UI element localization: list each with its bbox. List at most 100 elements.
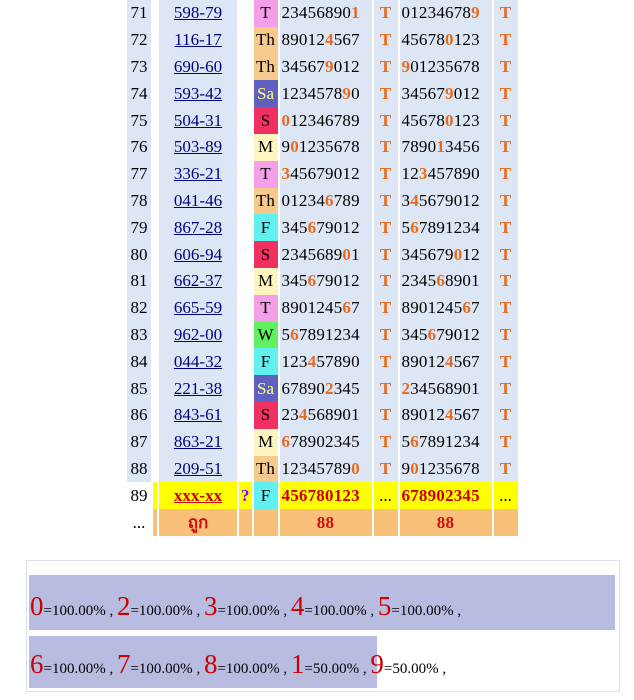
lotto-result-link[interactable]: 336-21 [173,164,223,184]
lotto-result-link[interactable]: 593-42 [173,83,223,103]
digit: 8 [401,351,411,371]
digit: 3 [298,351,308,371]
digit: 1 [445,217,454,237]
digit: 2 [290,351,299,371]
digit: 1 [462,83,472,103]
stats-highlight-band [29,636,377,688]
digit: 7 [316,56,326,76]
digit: 3 [316,137,326,157]
lotto-result-link[interactable]: 863-21 [173,432,223,452]
digit: 6 [445,3,454,23]
digit: 8 [325,405,334,425]
digit: 5 [418,83,428,103]
digit: 2 [351,56,360,76]
digit: 5 [445,56,454,76]
lotto-result-link[interactable]: 867-28 [173,217,223,237]
lotto-result-link[interactable]: 209-51 [173,458,223,478]
digit: 3 [342,324,352,344]
lotto-result-link[interactable]: 690-60 [173,56,223,76]
digit: 3 [471,30,480,50]
digit: 3 [401,244,411,264]
digit: 6 [427,244,437,264]
set-b-result: T [493,401,518,429]
row-number: 72 [127,26,151,54]
digit: 0 [453,190,463,210]
digit: 1 [427,405,437,425]
highlighted-digit: 0 [453,244,463,264]
digit: 9 [351,190,360,210]
highlighted-digit: 6 [410,432,419,452]
spacer [153,322,157,349]
row-number: 85 [127,375,151,402]
lotto-result-link[interactable]: 606-94 [173,244,223,264]
highlighted-digit: 6 [290,324,299,344]
set-b-numbers: 567891234 [399,428,492,456]
digit: 9 [410,405,419,425]
day-badge: Th [253,26,278,54]
digit: 8 [453,164,463,184]
digit: 4 [307,83,317,103]
table-row: 76 503-89 M 901235678 T 789013456 T [127,133,518,161]
digit: 5 [410,30,419,50]
set-b-numbers: 901235678 [399,455,492,483]
digit: 3 [410,271,419,291]
digit: 1 [410,3,419,23]
set-b-numbers: 890124567 [399,294,492,322]
set-a-numbers: 012346789 [279,107,372,134]
lotto-result-link[interactable]: 221-38 [173,378,223,398]
digit: 6 [307,56,317,76]
digit: 7 [418,432,428,452]
row-number: 79 [127,214,151,242]
digit: 2 [427,56,437,76]
day-badge: Th [253,455,278,483]
lotto-result-link[interactable]: 662-37 [173,271,223,291]
digit: 2 [453,432,463,452]
digit: 9 [418,137,428,157]
digit: 0 [410,56,419,76]
highlighted-digit: 9 [445,83,454,103]
table-row: 84 044-32 F 123457890 T 890124567 T [127,348,518,376]
digit: 3 [307,190,317,210]
digit: 2 [418,3,428,23]
lotto-result-cell: 662-37 [159,267,237,295]
highlighted-digit: 3 [281,164,291,184]
lotto-result-link[interactable]: xxx-xx [173,485,223,505]
stat-digit: 9 [370,649,384,679]
digit: 5 [427,271,437,291]
lotto-result-cell: 044-32 [159,348,237,376]
lotto-result-link[interactable]: 665-59 [173,298,223,318]
highlighted-digit: 6 [342,298,352,318]
row-number: 88 [127,455,151,483]
digit: 9 [333,405,343,425]
highlighted-digit: 6 [462,298,472,318]
spacer [153,402,157,429]
highlighted-digit: 4 [445,351,454,371]
digit: 6 [325,110,334,130]
lotto-result-link[interactable]: 041-46 [173,190,223,210]
highlighted-digit: 1 [436,137,446,157]
lotto-result-link[interactable]: 044-32 [173,351,223,371]
set-a-result: T [373,428,398,456]
digit: 7 [290,432,299,452]
lotto-result-link[interactable]: 116-17 [174,30,222,50]
digit: 4 [290,217,299,237]
set-b-numbers: 890124567 [399,348,492,376]
spacer [253,509,278,537]
day-badge: T [253,0,278,27]
lotto-result-link[interactable]: 503-89 [173,137,223,157]
highlighted-digit: 6 [307,217,317,237]
stat-percentage: =100.00% [43,661,106,677]
highlighted-digit: 4 [307,351,317,371]
digit: 9 [453,271,463,291]
set-a-numbers: 890124567 [279,26,372,54]
lotto-result-link[interactable]: 504-31 [173,110,223,130]
set-a-numbers: 012346789 [279,187,372,215]
stat-digit: 2 [116,591,131,621]
digit: 3 [333,432,343,452]
lotto-result-link[interactable]: 598-79 [173,3,223,23]
lotto-result-link[interactable]: 962-00 [173,324,223,344]
digit: 9 [333,244,343,264]
digit: 4 [316,110,326,130]
digit: 0 [281,190,291,210]
lotto-result-link[interactable]: 843-61 [173,405,223,425]
